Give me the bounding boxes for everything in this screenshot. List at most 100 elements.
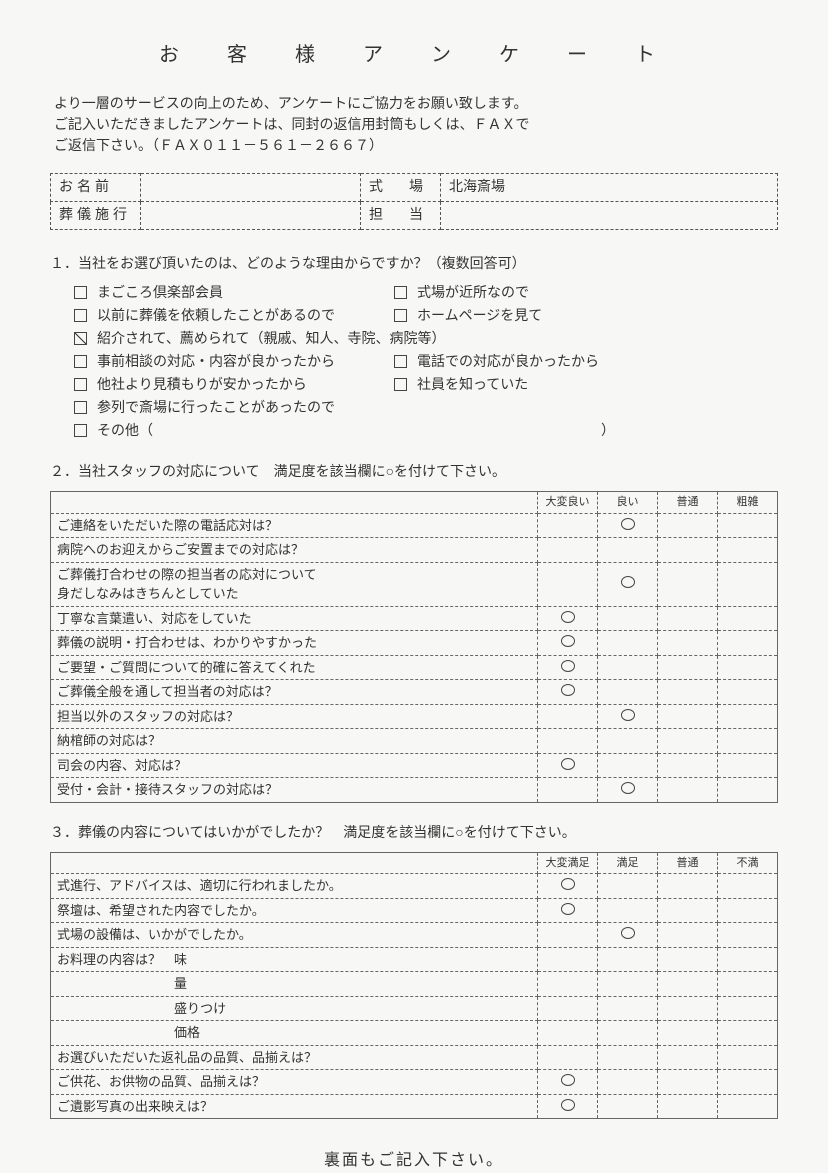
rating-cell[interactable]	[598, 513, 658, 538]
circle-mark-icon	[561, 1074, 575, 1086]
rating-cell[interactable]	[598, 562, 658, 606]
rating-cell[interactable]	[598, 753, 658, 778]
rating-cell[interactable]	[718, 655, 778, 680]
rating-cell[interactable]	[538, 655, 598, 680]
rating-cell[interactable]	[538, 1094, 598, 1119]
rating-cell[interactable]	[538, 606, 598, 631]
rating-cell[interactable]	[718, 874, 778, 899]
rating-cell[interactable]	[718, 704, 778, 729]
rating-cell[interactable]	[658, 606, 718, 631]
rating-cell[interactable]	[598, 996, 658, 1021]
table-header: 普通	[658, 852, 718, 874]
rating-cell[interactable]	[718, 1021, 778, 1046]
rating-cell[interactable]	[658, 680, 718, 705]
question-cell: お料理の内容は？ 味	[51, 947, 538, 972]
rating-cell[interactable]	[718, 972, 778, 997]
rating-cell[interactable]	[538, 680, 598, 705]
rating-cell[interactable]	[718, 898, 778, 923]
checkbox-icon[interactable]	[74, 355, 87, 368]
rating-cell[interactable]	[718, 753, 778, 778]
rating-cell[interactable]	[658, 923, 718, 948]
rating-cell[interactable]	[658, 947, 718, 972]
rating-cell[interactable]	[598, 898, 658, 923]
rating-cell[interactable]	[718, 631, 778, 656]
rating-cell[interactable]	[598, 1094, 658, 1119]
rating-cell[interactable]	[718, 1070, 778, 1095]
checkbox-icon[interactable]	[74, 378, 87, 391]
rating-cell[interactable]	[658, 874, 718, 899]
rating-cell[interactable]	[598, 778, 658, 803]
rating-cell[interactable]	[598, 923, 658, 948]
rating-cell[interactable]	[658, 1094, 718, 1119]
rating-cell[interactable]	[598, 680, 658, 705]
rating-cell[interactable]	[658, 729, 718, 754]
rating-cell[interactable]	[538, 778, 598, 803]
rating-cell[interactable]	[718, 513, 778, 538]
rating-cell[interactable]	[538, 923, 598, 948]
checkbox-icon[interactable]	[74, 332, 87, 345]
rating-cell[interactable]	[598, 874, 658, 899]
rating-cell[interactable]	[718, 729, 778, 754]
rating-cell[interactable]	[718, 562, 778, 606]
checkbox-icon[interactable]	[394, 309, 407, 322]
rating-cell[interactable]	[598, 1021, 658, 1046]
rating-cell[interactable]	[538, 874, 598, 899]
rating-cell[interactable]	[658, 513, 718, 538]
rating-cell[interactable]	[718, 1094, 778, 1119]
rating-cell[interactable]	[538, 947, 598, 972]
rating-cell[interactable]	[718, 1045, 778, 1070]
rating-cell[interactable]	[658, 898, 718, 923]
rating-cell[interactable]	[538, 753, 598, 778]
checkbox-icon[interactable]	[74, 286, 87, 299]
checkbox-icon[interactable]	[394, 378, 407, 391]
rating-cell[interactable]	[538, 729, 598, 754]
rating-cell[interactable]	[658, 753, 718, 778]
rating-cell[interactable]	[718, 778, 778, 803]
rating-cell[interactable]	[658, 631, 718, 656]
rating-cell[interactable]	[538, 1070, 598, 1095]
rating-cell[interactable]	[598, 1045, 658, 1070]
rating-cell[interactable]	[598, 972, 658, 997]
rating-cell[interactable]	[538, 1021, 598, 1046]
rating-cell[interactable]	[598, 704, 658, 729]
rating-cell[interactable]	[658, 704, 718, 729]
checkbox-icon[interactable]	[74, 401, 87, 414]
rating-cell[interactable]	[538, 562, 598, 606]
question-cell: 丁寧な言葉遣い、対応をしていた	[51, 606, 538, 631]
rating-cell[interactable]	[658, 1021, 718, 1046]
rating-cell[interactable]	[598, 606, 658, 631]
rating-cell[interactable]	[658, 538, 718, 563]
rating-cell[interactable]	[718, 996, 778, 1021]
checkbox-icon[interactable]	[394, 286, 407, 299]
checkbox-icon[interactable]	[74, 309, 87, 322]
rating-cell[interactable]	[718, 923, 778, 948]
rating-cell[interactable]	[538, 513, 598, 538]
rating-cell[interactable]	[598, 1070, 658, 1095]
rating-cell[interactable]	[658, 1045, 718, 1070]
rating-cell[interactable]	[658, 972, 718, 997]
rating-cell[interactable]	[538, 996, 598, 1021]
checkbox-icon[interactable]	[394, 355, 407, 368]
rating-cell[interactable]	[598, 538, 658, 563]
rating-cell[interactable]	[658, 1070, 718, 1095]
checkbox-icon[interactable]	[74, 424, 87, 437]
rating-cell[interactable]	[538, 1045, 598, 1070]
rating-cell[interactable]	[718, 538, 778, 563]
rating-cell[interactable]	[598, 631, 658, 656]
rating-cell[interactable]	[598, 729, 658, 754]
rating-cell[interactable]	[718, 606, 778, 631]
rating-cell[interactable]	[538, 538, 598, 563]
rating-cell[interactable]	[598, 655, 658, 680]
rating-cell[interactable]	[718, 947, 778, 972]
rating-cell[interactable]	[538, 898, 598, 923]
rating-cell[interactable]	[658, 562, 718, 606]
rating-cell[interactable]	[658, 655, 718, 680]
rating-cell[interactable]	[538, 704, 598, 729]
rating-cell[interactable]	[658, 996, 718, 1021]
checklist-label: 他社より見積もりが安かったから	[97, 375, 307, 396]
rating-cell[interactable]	[718, 680, 778, 705]
rating-cell[interactable]	[538, 972, 598, 997]
rating-cell[interactable]	[658, 778, 718, 803]
rating-cell[interactable]	[538, 631, 598, 656]
rating-cell[interactable]	[598, 947, 658, 972]
